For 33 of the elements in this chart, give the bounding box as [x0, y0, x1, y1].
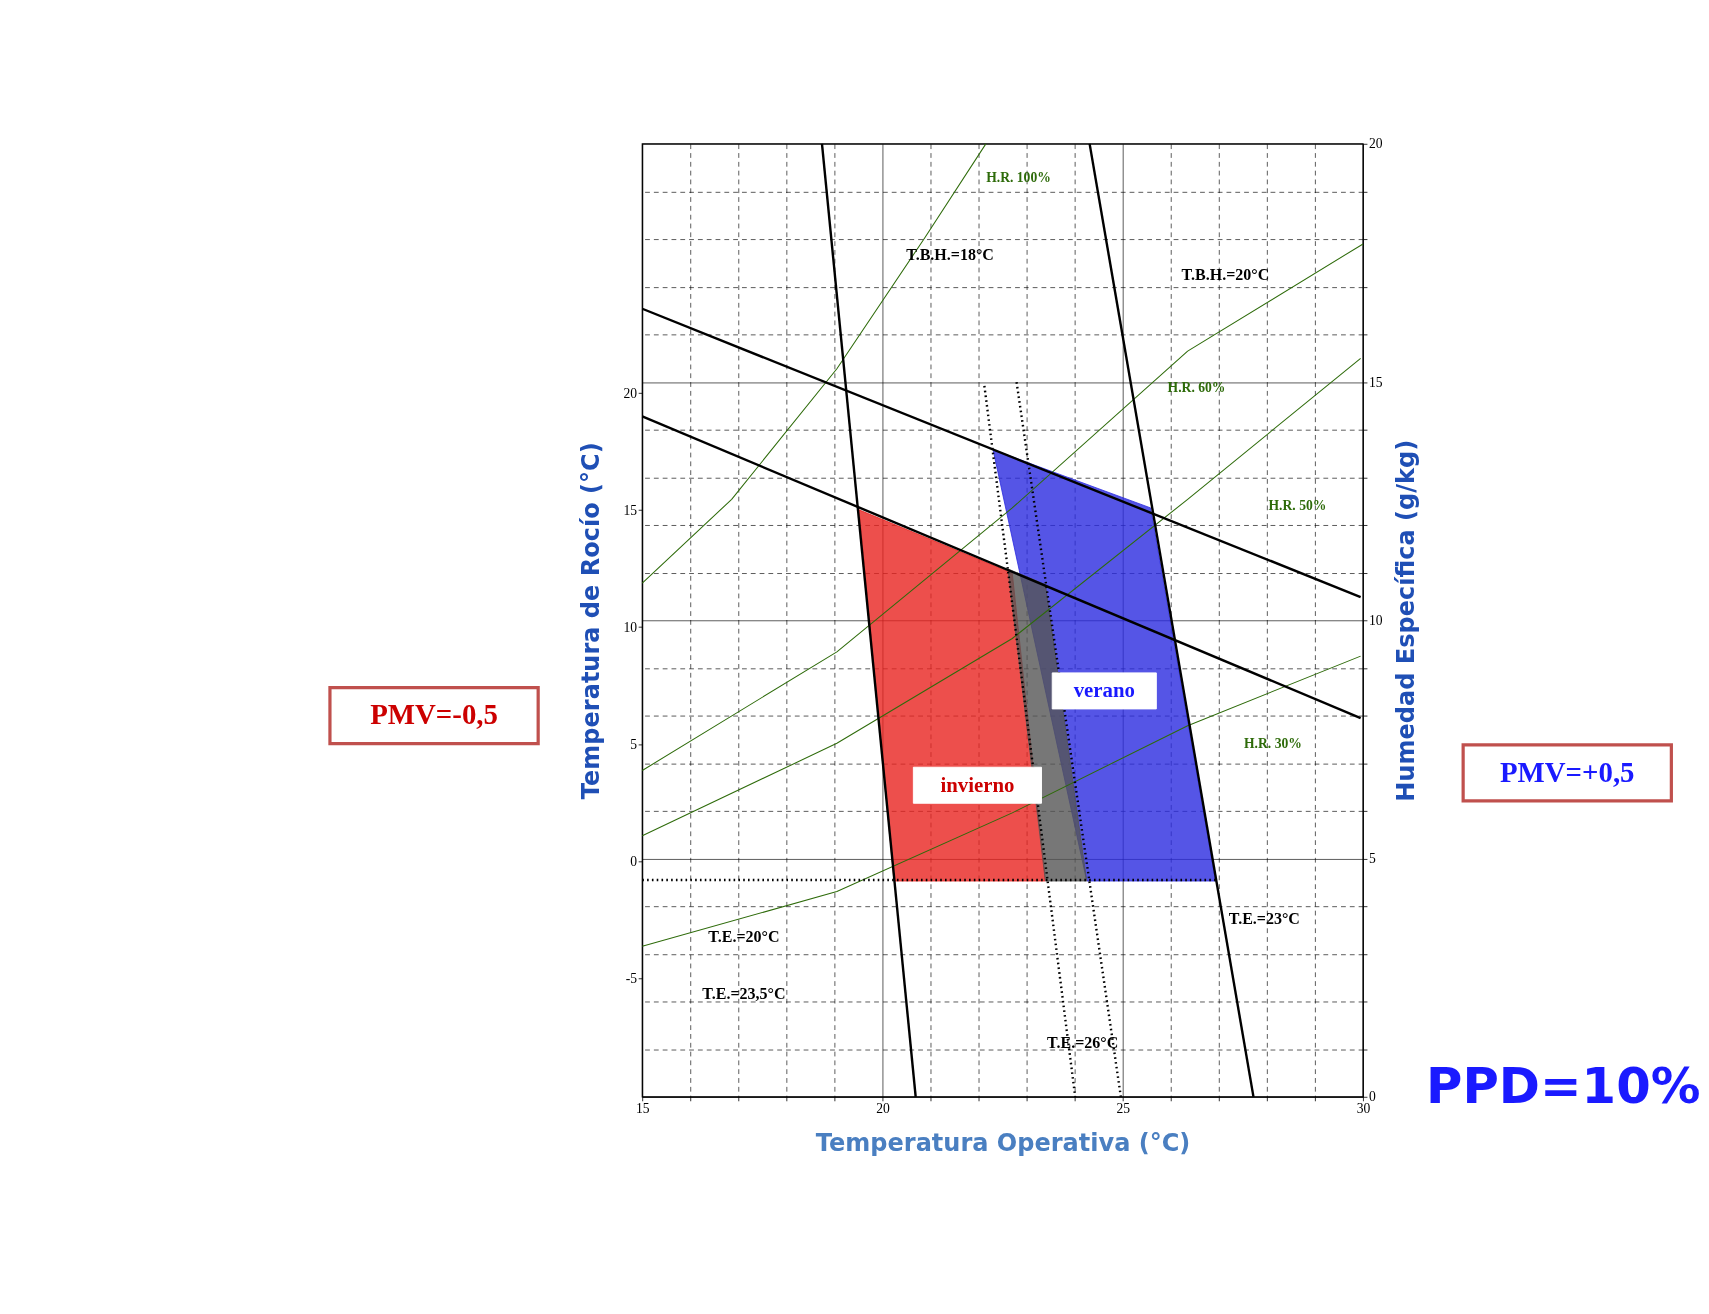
- x-axis-title: Temperatura Operativa (°C): [815, 1128, 1191, 1157]
- text: PPD=10%: [1426, 1056, 1701, 1115]
- y-tick-label: 10: [1369, 612, 1383, 628]
- x-tick-label: 30: [1356, 1101, 1371, 1117]
- annotation: H.R. 100%: [986, 170, 1051, 186]
- annotation: T.E.=23°C: [1228, 910, 1300, 928]
- annotation: T.E.=26°C: [1047, 1034, 1119, 1052]
- x-tick-label: 20: [876, 1101, 890, 1117]
- annotation: H.R. 50%: [1268, 498, 1327, 514]
- y2-tick-label: -5: [625, 970, 638, 986]
- annotation: H.R. 60%: [1167, 379, 1226, 395]
- line-series: [641, 243, 1364, 771]
- annotation: T.E.=23,5°C: [702, 984, 786, 1002]
- text: PMV=-0,5: [370, 698, 498, 731]
- y-axis-title: Humedad Específica (g/kg): [1391, 439, 1420, 802]
- annotation: T.E.=20°C: [708, 927, 780, 945]
- y-tick-label: 0: [1369, 1089, 1377, 1105]
- y2-tick-label: 5: [630, 736, 638, 752]
- y2-tick-label: 15: [623, 502, 638, 518]
- y2-tick-label: 10: [623, 619, 638, 635]
- y-tick-label: 20: [1369, 136, 1383, 152]
- x-tick-label: 25: [1116, 1101, 1131, 1117]
- y-tick-label: 5: [1369, 851, 1377, 867]
- annotation: invierno: [940, 772, 1015, 797]
- annotation: H.R. 30%: [1244, 736, 1302, 752]
- y-tick-label: 15: [1369, 374, 1383, 390]
- y2-tick-label: 0: [630, 853, 638, 869]
- x-tick-label: 15: [635, 1101, 650, 1117]
- annotation: T.B.H.=20°C: [1181, 266, 1270, 284]
- text: PMV=+0,5: [1499, 755, 1635, 788]
- annotation: verano: [1073, 678, 1135, 703]
- y2-axis-title: Temperatura de Rocío (°C): [576, 442, 605, 800]
- y2-tick-label: 20: [623, 385, 638, 401]
